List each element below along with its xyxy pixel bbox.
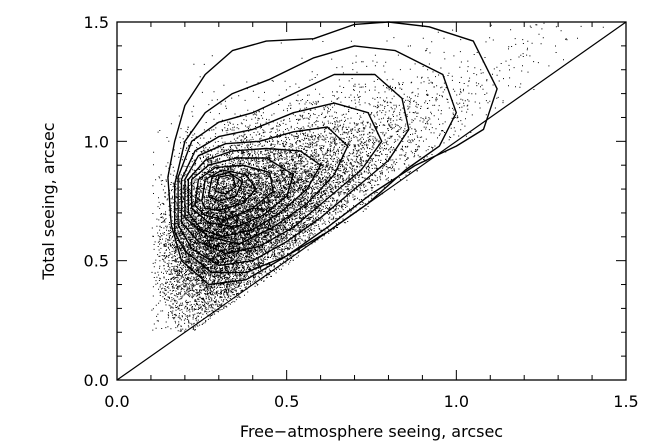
contour-level-3: [177, 73, 410, 267]
y-tick-label: 0.5: [84, 252, 109, 271]
y-axis-label: Total seeing, arcsec: [39, 122, 58, 280]
contour-level-5: [184, 126, 349, 245]
y-tick-label: 1.0: [84, 132, 109, 151]
x-axis-label: Free−atmosphere seeing, arcsec: [240, 422, 503, 441]
contour-level-7: [190, 157, 295, 229]
y-tick-label: 1.5: [84, 13, 109, 32]
contour-level-6: [187, 147, 322, 238]
density-contours: [167, 21, 498, 286]
x-tick-label: 1.0: [444, 392, 469, 411]
contour-level-10: [207, 171, 244, 202]
scatter-point-cloud: [151, 22, 604, 332]
contour-level-9: [201, 169, 257, 212]
contour-level-8: [194, 164, 274, 221]
contour-level-4: [180, 102, 383, 255]
x-tick-label: 1.5: [613, 392, 638, 411]
x-tick-label: 0.5: [274, 392, 299, 411]
tick-labels: 0.0 0.5 1.0 1.5 0.0 0.5 1.0 1.5: [84, 13, 639, 411]
one-to-one-reference-line: [116, 21, 627, 381]
scatter-points: [151, 22, 604, 332]
contour-level-2: [173, 45, 457, 274]
x-tick-label: 0.0: [104, 392, 129, 411]
contour-level-11: [214, 173, 237, 195]
contour-level-1: [167, 21, 498, 286]
plot-frame: [116, 21, 627, 381]
y-tick-label: 0.0: [84, 371, 109, 390]
